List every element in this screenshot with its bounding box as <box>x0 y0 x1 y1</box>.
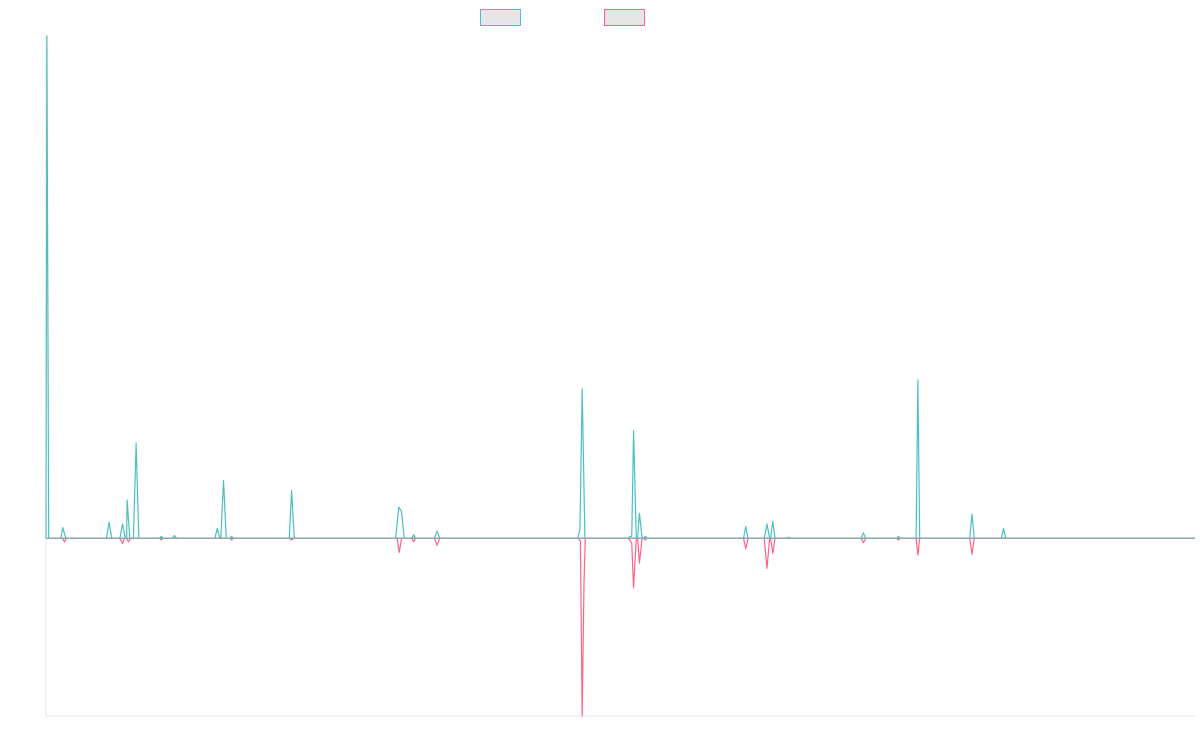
legend-swatch-2[interactable] <box>604 9 645 26</box>
legend-item-2[interactable] <box>604 9 645 26</box>
legend <box>480 9 645 26</box>
series-line-1 <box>45 35 1195 539</box>
series-2 <box>46 537 1195 717</box>
chart-axes <box>45 36 1195 717</box>
series-line-2 <box>46 537 1195 717</box>
series-1 <box>45 35 1195 539</box>
legend-item-1[interactable] <box>480 9 521 26</box>
legend-swatch-1[interactable] <box>480 9 521 26</box>
chart-series <box>45 35 1195 717</box>
